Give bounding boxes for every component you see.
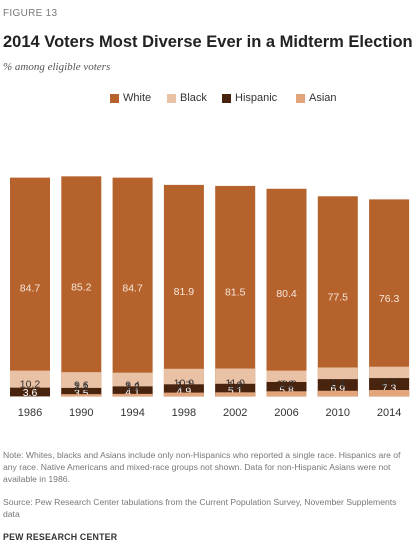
bar-asian-1990 [61, 394, 102, 397]
bar-hispanic-1986 [10, 387, 50, 397]
data-label-asian-2006: 2.2 [279, 378, 294, 390]
chart-subtitle: % among eligible voters [3, 61, 111, 73]
bar-white-1990 [61, 176, 102, 397]
data-label-white-1986: 84.7 [20, 282, 41, 294]
legend-swatch-white [110, 93, 119, 103]
bar-asian-2014 [369, 390, 410, 397]
x-tick-label-2002: 2002 [223, 407, 247, 419]
bar-white-1994 [112, 177, 153, 397]
data-label-white-2010: 77.5 [328, 292, 349, 304]
legend-item-hispanic: Hispanic [222, 92, 277, 104]
chart-legend: White Black Hispanic Asian [0, 92, 420, 106]
bar-asian-1998 [163, 392, 204, 397]
legend-swatch-black [167, 93, 176, 103]
data-label-asian-2014: 2.7 [382, 377, 397, 389]
data-label-asian-1998: 1.7 [177, 380, 192, 392]
bar-white-1998 [163, 184, 204, 397]
data-label-hispanic-1986: 3.6 [23, 387, 38, 399]
bar-asian-2010 [317, 390, 358, 397]
legend-label-white: White [123, 92, 152, 104]
figure-label: FIGURE 13 [3, 8, 58, 19]
legend-item-white: White [110, 92, 151, 104]
chart-source: Source: Pew Research Center tabulations … [3, 497, 397, 519]
bar-hispanic-1994 [112, 386, 153, 397]
x-tick-label-2014: 2014 [377, 407, 401, 419]
legend-item-black: Black [167, 92, 207, 104]
x-tick-label-2006: 2006 [274, 407, 298, 419]
x-tick-label-1994: 1994 [120, 407, 144, 419]
x-tick-label-1986: 1986 [18, 407, 42, 419]
data-label-asian-1994: 1.2 [125, 381, 140, 393]
data-label-asian-2010: 2.4 [330, 378, 345, 390]
organization-credit: PEW RESEARCH CENTER [3, 532, 118, 542]
chart-note: Note: Whites, blacks and Asians include … [3, 450, 401, 484]
legend-item-asian: Asian [296, 92, 337, 104]
bar-asian-2002 [215, 392, 256, 397]
data-label-white-2002: 81.5 [225, 286, 246, 298]
data-label-white-2014: 76.3 [379, 293, 400, 305]
bar-hispanic-1990 [61, 387, 102, 397]
data-label-asian-1990: 1.1 [74, 381, 89, 393]
bar-asian-2006 [266, 391, 307, 397]
data-label-white-1994: 84.7 [122, 282, 143, 294]
bar-asian-1994 [112, 393, 153, 397]
legend-label-black: Black [180, 92, 207, 104]
stacked-bar-chart: 84.710.23.6198685.29.63.51.1199084.79.44… [10, 176, 410, 419]
x-tick-label-1998: 1998 [172, 407, 196, 419]
data-label-white-1990: 85.2 [71, 282, 92, 294]
legend-swatch-asian [296, 93, 305, 103]
x-tick-label-1990: 1990 [69, 407, 93, 419]
data-label-black-1986: 10.2 [20, 379, 41, 391]
bar-white-2006 [266, 188, 307, 397]
legend-swatch-hispanic [222, 93, 231, 103]
bar-white-1986 [10, 177, 50, 397]
legend-label-hispanic: Hispanic [235, 92, 278, 104]
data-label-asian-2002: 1.8 [228, 379, 243, 391]
bar-white-2002 [215, 185, 256, 397]
legend-label-asian: Asian [309, 92, 337, 104]
bar-white-2014 [369, 199, 410, 397]
data-label-white-2006: 80.4 [276, 288, 297, 300]
x-tick-label-2010: 2010 [326, 407, 350, 419]
chart-title: 2014 Voters Most Diverse Ever in a Midte… [3, 33, 413, 51]
data-label-white-1998: 81.9 [174, 286, 195, 298]
bar-white-2010 [317, 196, 358, 397]
